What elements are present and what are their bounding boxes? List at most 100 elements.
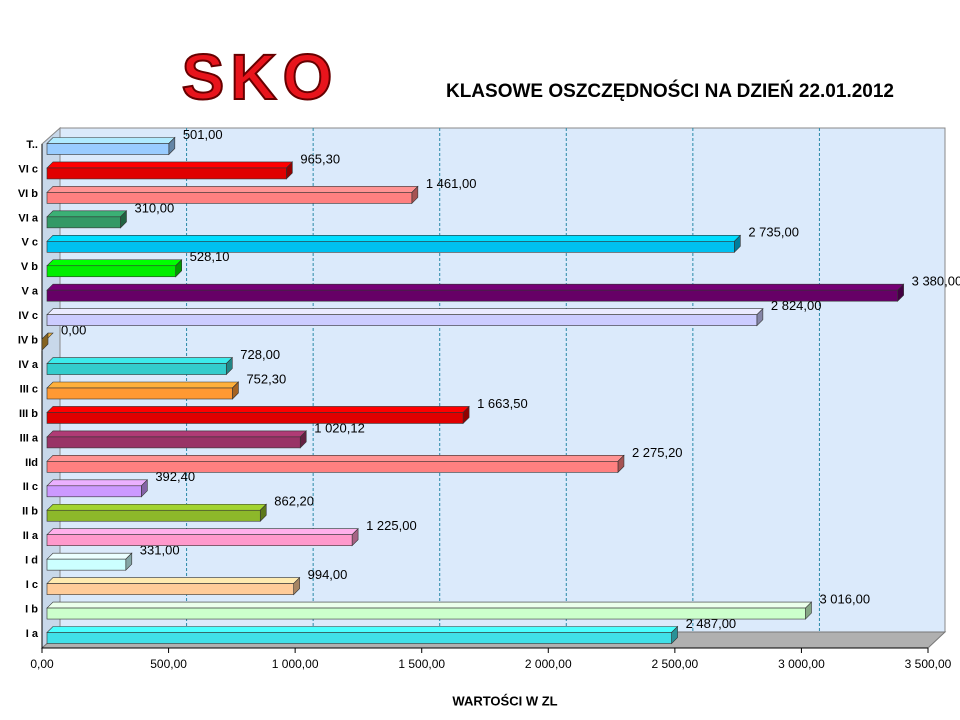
value-label: 310,00 [134, 200, 174, 215]
bar-top [46, 308, 764, 315]
bar-top [46, 259, 183, 267]
y-tick-label: T.. [26, 139, 38, 151]
x-tick-label: 1 500,00 [398, 657, 445, 671]
value-label: 528,10 [190, 249, 230, 264]
bar [46, 265, 176, 278]
bar [46, 558, 127, 571]
y-tick-label: IV b [18, 335, 38, 347]
y-tick-label: IId [25, 457, 38, 469]
bar-group [46, 527, 359, 547]
value-label: 331,00 [140, 543, 180, 558]
bar [46, 363, 227, 375]
bar-top [46, 601, 813, 609]
y-tick-label: I a [26, 628, 39, 640]
value-label: 752,30 [246, 371, 286, 386]
value-label: 965,30 [300, 151, 340, 166]
y-tick-label: IV a [18, 359, 38, 371]
y-tick-label: V c [21, 237, 38, 249]
bar-group [46, 430, 307, 449]
bar-top [46, 528, 359, 536]
bar-group [46, 136, 176, 156]
bar-side [41, 332, 49, 351]
value-label: 501,00 [183, 127, 223, 142]
bar-top [46, 479, 149, 487]
bar-group [46, 259, 183, 278]
chart-title: KLASOWE OSZCZĘDNOŚCI NA DZIEŃ 22.01.2012 [446, 80, 894, 102]
bar [46, 485, 142, 498]
value-label: 862,20 [274, 494, 314, 509]
bar-group [46, 625, 679, 645]
value-label: 728,00 [240, 347, 280, 362]
value-label: 392,40 [155, 469, 195, 484]
bar [46, 534, 353, 547]
y-tick-label: IV c [18, 310, 38, 322]
y-tick-label: II b [22, 506, 38, 518]
value-label: 3 016,00 [819, 591, 870, 606]
bar-group [46, 307, 764, 327]
y-tick-label: III a [20, 432, 39, 444]
bar [46, 241, 735, 253]
bar [46, 436, 301, 449]
bar-top [46, 503, 267, 511]
x-tick-label: 3 000,00 [778, 657, 825, 671]
bar-top [46, 210, 128, 218]
bar-group [46, 210, 128, 229]
x-tick-label: 2 500,00 [651, 657, 698, 671]
bar [46, 607, 806, 620]
bar-top [46, 235, 742, 242]
y-tick-label: II a [23, 530, 39, 542]
y-tick-label: III c [20, 383, 38, 395]
bar-group [46, 479, 149, 498]
value-label: 2 275,20 [632, 445, 683, 460]
bar-top [46, 455, 625, 462]
y-tick-label: VI b [18, 188, 38, 200]
bar-top [46, 406, 470, 413]
y-tick-label: I b [25, 603, 38, 615]
bar-group [46, 503, 267, 522]
bar [46, 632, 672, 644]
value-label: 1 663,50 [477, 396, 528, 411]
bar-group [46, 185, 419, 205]
logo: SKO [181, 40, 339, 114]
bar-group [46, 381, 240, 400]
bar-top [46, 186, 419, 193]
bar-top [46, 430, 307, 438]
logo-text: SKO [182, 41, 339, 113]
bar [46, 216, 121, 229]
bar [46, 583, 294, 595]
bar-group [46, 601, 813, 620]
y-tick-label: V b [21, 261, 38, 273]
bar-group [46, 356, 234, 376]
bar [46, 314, 758, 326]
value-label: 2 487,00 [686, 616, 737, 631]
bar [46, 167, 287, 180]
bar-group [46, 234, 742, 254]
x-tick-label: 1 000,00 [272, 657, 319, 671]
bar-top [46, 137, 176, 144]
x-axis-title: WARTOŚCI W ZL [452, 693, 557, 708]
bar-top [46, 552, 133, 560]
bar [46, 461, 619, 473]
value-label: 1 225,00 [366, 518, 417, 533]
bar-group [46, 552, 133, 571]
bar-top [46, 283, 905, 291]
bar-top [46, 381, 240, 389]
x-tick-label: 500,00 [150, 657, 187, 671]
x-tick-label: 3 500,00 [905, 657, 952, 671]
bar [46, 412, 464, 424]
bar [46, 192, 413, 204]
bar [46, 509, 261, 522]
bar-group [46, 454, 625, 474]
value-label: 2 824,00 [771, 298, 822, 313]
x-tick-label: 0,00 [30, 657, 54, 671]
y-tick-label: VI a [18, 212, 38, 224]
value-label: 3 380,00 [912, 274, 960, 289]
bar [46, 143, 170, 155]
value-label: 0,00 [61, 323, 86, 338]
bar-group [46, 576, 301, 596]
bar-group [46, 283, 905, 302]
bar-top [46, 357, 234, 364]
bar-group [46, 405, 470, 425]
bar [46, 387, 233, 400]
